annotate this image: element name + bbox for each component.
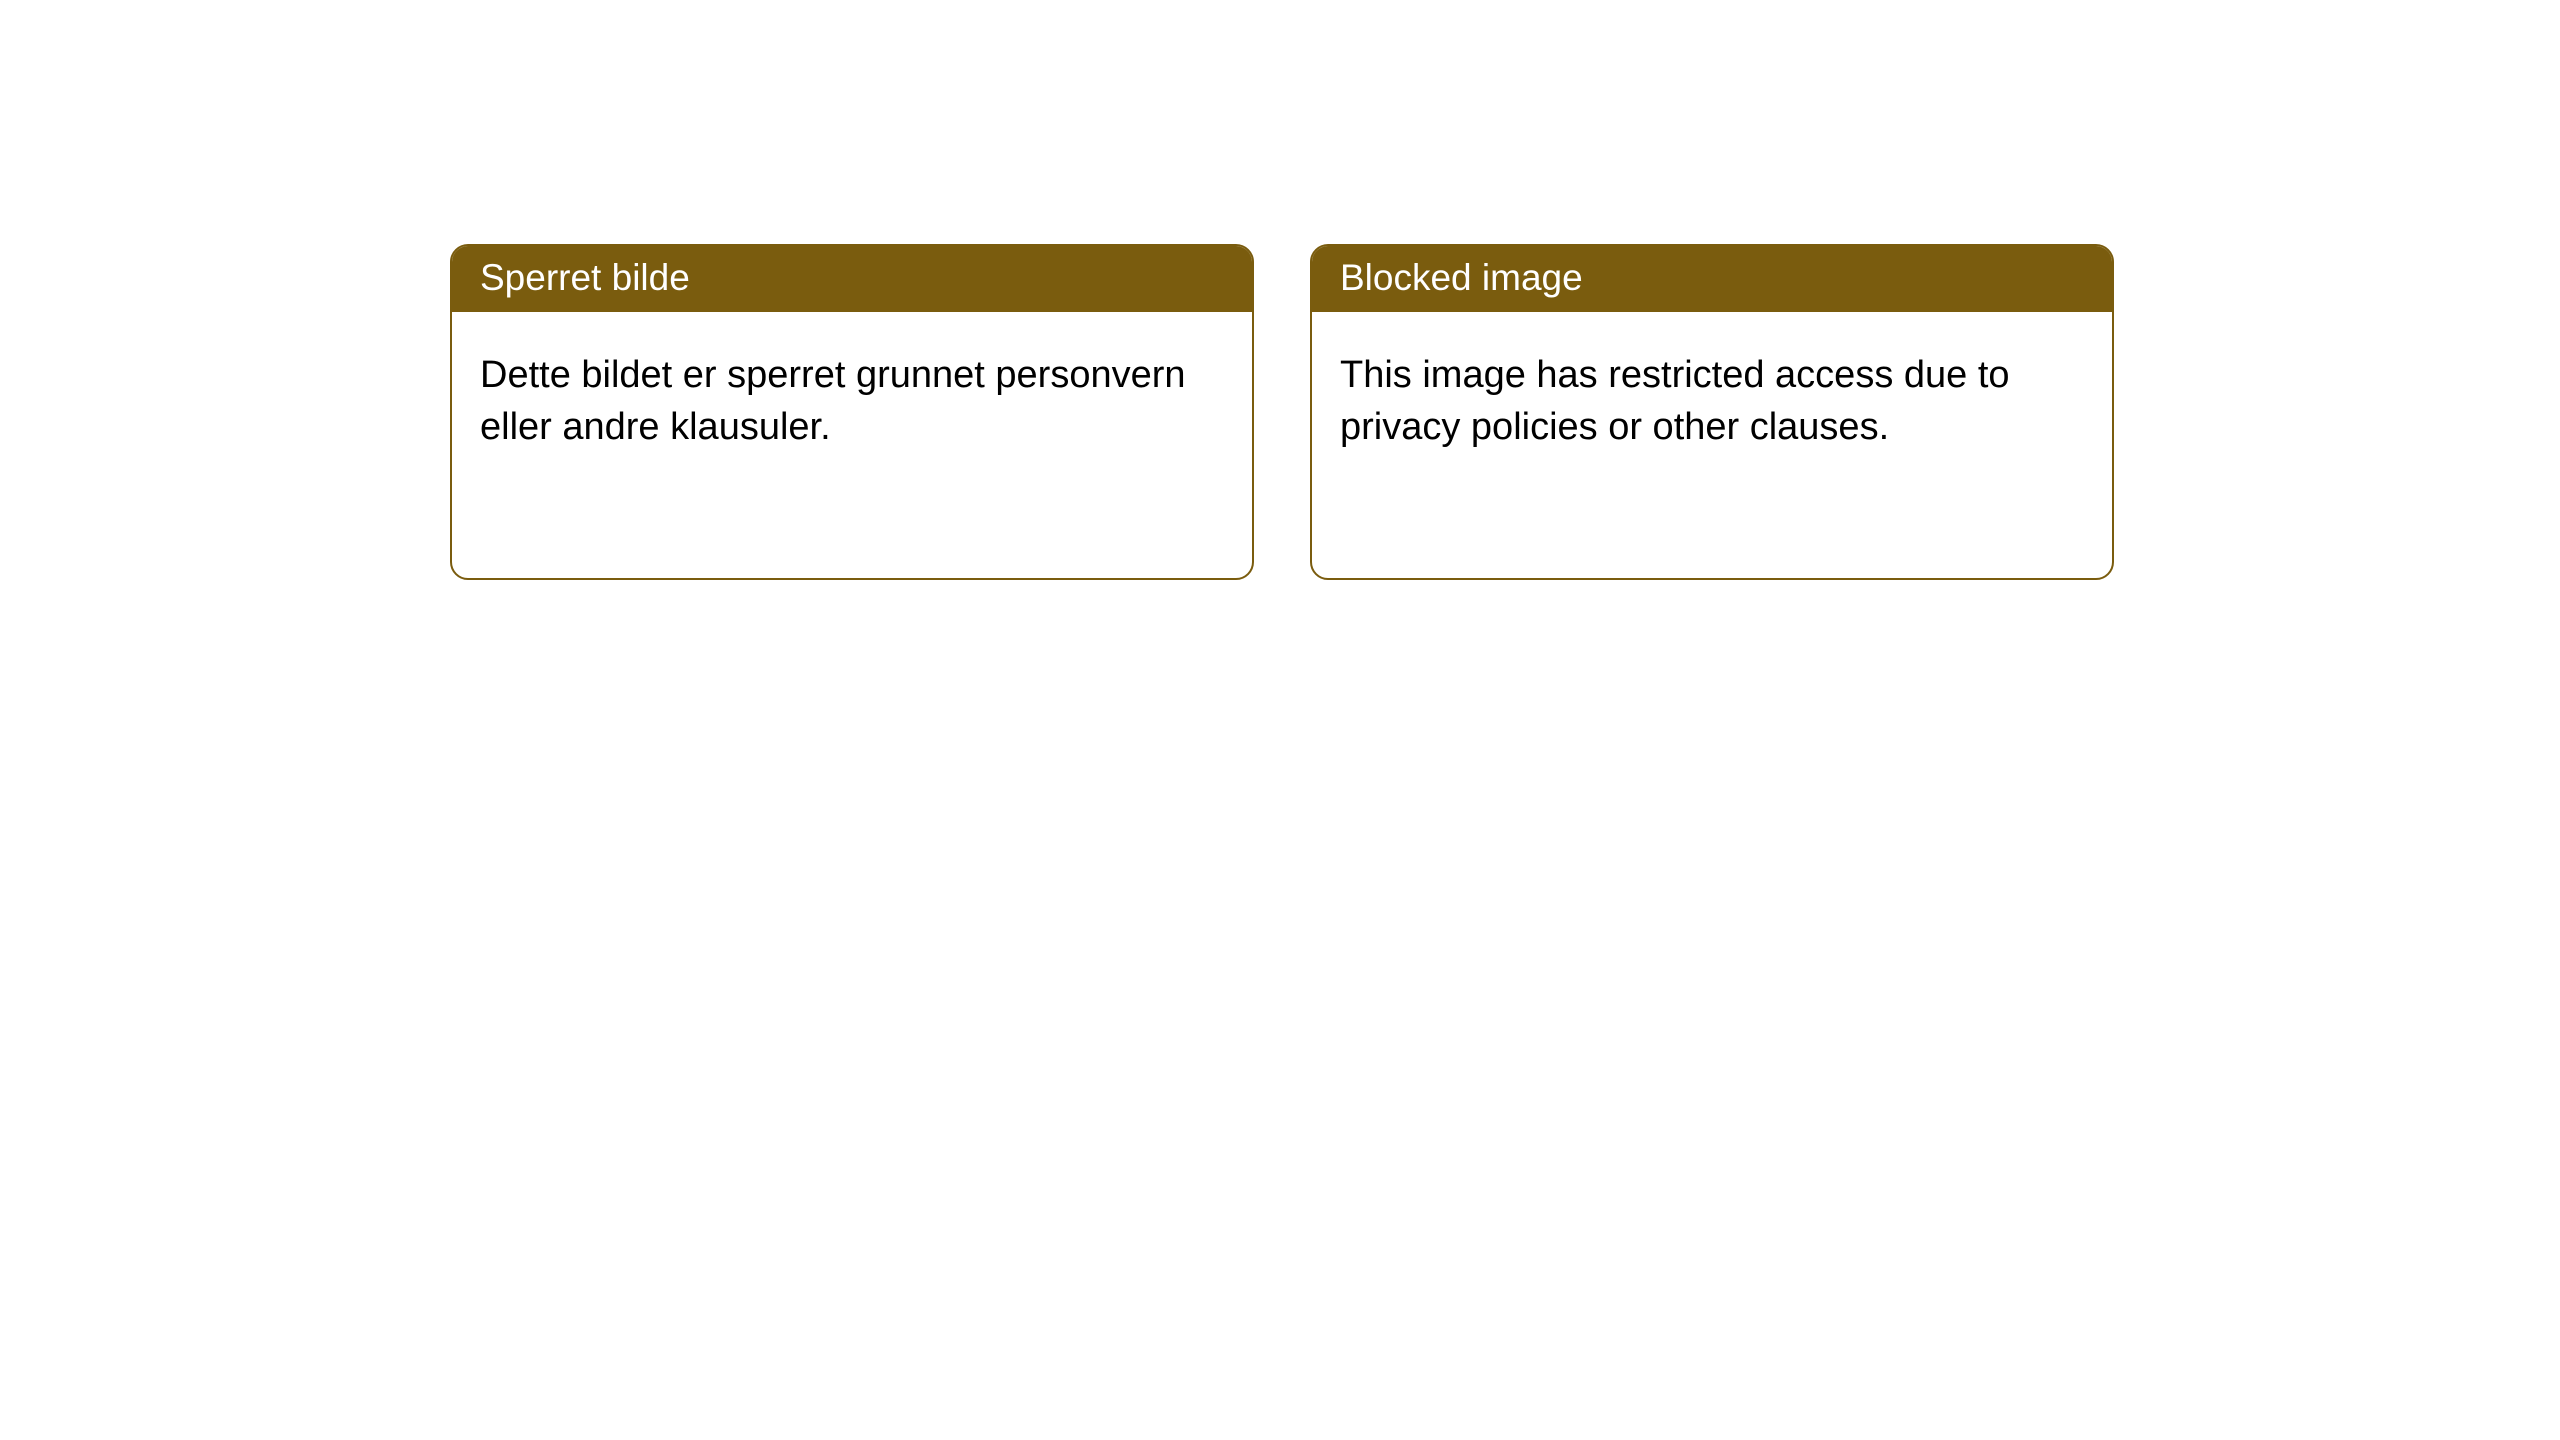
notice-container: Sperret bilde Dette bildet er sperret gr… — [0, 0, 2560, 580]
notice-body: Dette bildet er sperret grunnet personve… — [452, 312, 1252, 481]
notice-body: This image has restricted access due to … — [1312, 312, 2112, 481]
notice-header: Blocked image — [1312, 246, 2112, 312]
notice-title: Sperret bilde — [480, 257, 690, 298]
notice-card-english: Blocked image This image has restricted … — [1310, 244, 2114, 580]
notice-body-text: This image has restricted access due to … — [1340, 354, 2010, 447]
notice-card-norwegian: Sperret bilde Dette bildet er sperret gr… — [450, 244, 1254, 580]
notice-header: Sperret bilde — [452, 246, 1252, 312]
notice-title: Blocked image — [1340, 257, 1583, 298]
notice-body-text: Dette bildet er sperret grunnet personve… — [480, 354, 1186, 447]
